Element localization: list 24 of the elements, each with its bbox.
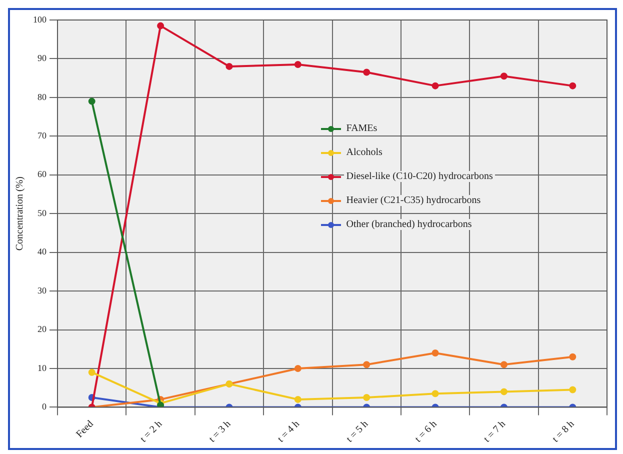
x-tick-label: t = 6 h [413,418,440,445]
y-tick-label: 40 [38,246,47,257]
y-tick-label: 10 [38,362,47,373]
legend-label: Alcohols [344,147,384,158]
y-tick-label: 90 [38,53,47,64]
y-axis-title: Concentration (%) [14,176,26,251]
x-tick-label: t = 8 h [550,418,577,445]
y-tick-label: 80 [38,92,47,102]
legend-label: Other (branched) hydrocarbons [344,219,474,230]
y-tick-label: 0 [42,402,47,412]
y-tick-label: 50 [38,208,47,218]
x-tick-label: t = 5 h [344,418,371,445]
x-tick-label: t = 4 h [276,418,302,445]
x-tick-label: t = 2 h [138,418,165,445]
legend-label: Heavier (C21-C35) hydrocarbons [344,195,483,206]
x-tick-label: t = 7 h [482,418,508,445]
y-tick-label: 20 [38,324,47,334]
y-tick-label: 100 [33,14,47,24]
x-tick-label: t = 3 h [207,418,234,445]
y-tick-label: 60 [38,169,47,180]
y-tick-label: 70 [38,130,47,141]
legend-label: Diesel-like (C10-C20) hydrocarbons [344,171,495,182]
legend-label: FAMEs [344,123,380,134]
y-tick-label: 30 [38,285,47,296]
